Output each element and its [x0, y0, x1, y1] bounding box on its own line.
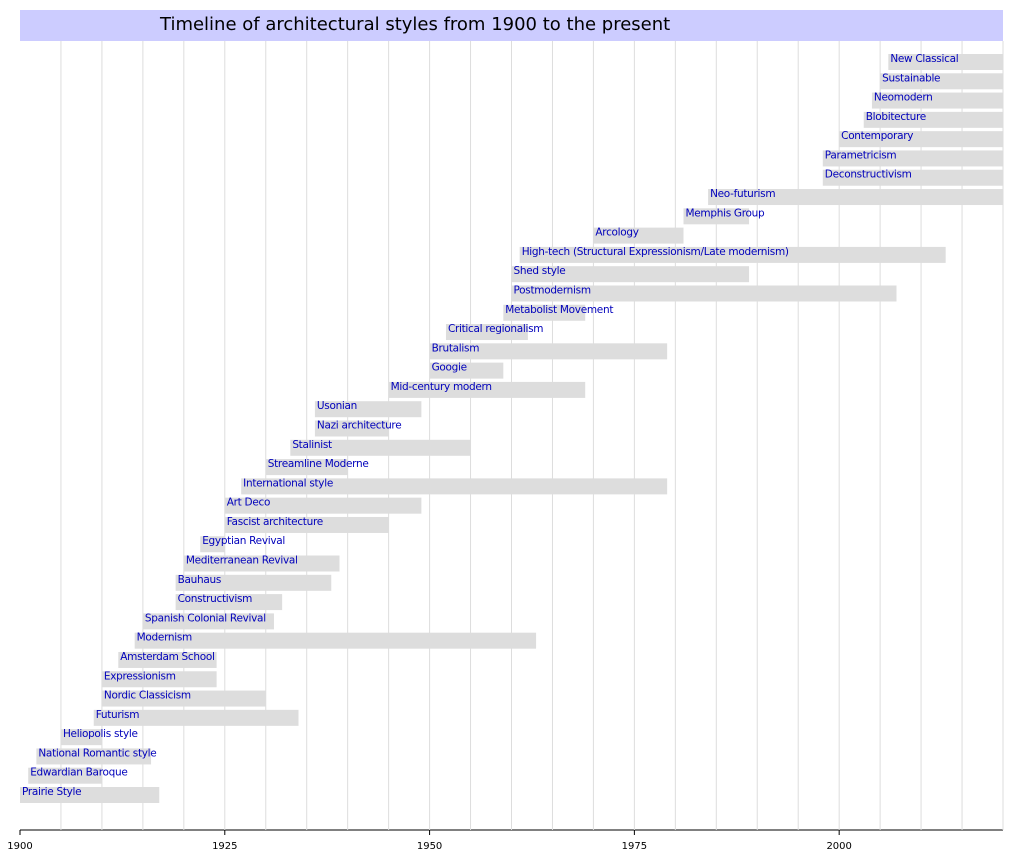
- bar: [134, 632, 537, 649]
- bar-label: High-tech (Structural Expressionism/Late…: [522, 246, 789, 258]
- bar: [863, 111, 1003, 128]
- bar-label: Art Deco: [227, 497, 270, 509]
- bar-label: Parametricism: [825, 149, 897, 161]
- bar-label: Shed style: [514, 265, 566, 277]
- bar-label: Googie: [432, 362, 467, 374]
- bar: [519, 246, 946, 263]
- bar-label: Arcology: [595, 227, 638, 239]
- bar-label: Brutalism: [432, 342, 480, 354]
- bar-label: Streamline Moderne: [268, 458, 369, 470]
- bar: [388, 381, 586, 398]
- bar: [175, 594, 283, 611]
- bar: [118, 651, 217, 668]
- bar: [60, 729, 102, 746]
- bar-label: Metabolist Movement: [505, 304, 613, 316]
- bar: [290, 439, 471, 456]
- bar: [142, 613, 274, 630]
- bar-label: Deconstructivism: [825, 169, 912, 181]
- bar: [683, 208, 750, 225]
- bar-label: New Classical: [890, 53, 958, 65]
- x-tick-label: 1900: [7, 841, 32, 850]
- bar: [871, 92, 1003, 109]
- bar: [175, 574, 332, 591]
- bar: [708, 189, 1003, 206]
- bar: [511, 285, 897, 302]
- bar-label: Fascist architecture: [227, 516, 323, 528]
- bar: [822, 169, 1003, 186]
- bar-label: Postmodernism: [514, 284, 591, 296]
- bar: [314, 420, 389, 437]
- x-tick-label: 1975: [622, 841, 647, 850]
- bar: [839, 131, 1003, 148]
- bar-label: Memphis Group: [686, 207, 765, 219]
- bar-label: International style: [243, 477, 333, 489]
- bar: [101, 690, 266, 707]
- bar: [224, 516, 389, 533]
- bar-label: Sustainable: [882, 72, 940, 84]
- bar-label: Usonian: [317, 400, 357, 412]
- bar: [265, 459, 348, 476]
- bar: [511, 266, 750, 283]
- bar-label: Bauhaus: [178, 574, 221, 586]
- bar-label: Mediterranean Revival: [186, 555, 298, 567]
- bar-label: National Romantic style: [38, 747, 156, 759]
- bar: [445, 324, 528, 341]
- bar: [888, 54, 1003, 70]
- bar: [429, 362, 504, 379]
- bar: [314, 401, 422, 418]
- bar-label: Amsterdam School: [120, 651, 214, 663]
- bar: [20, 787, 160, 803]
- bar-label: Expressionism: [104, 670, 176, 682]
- bar: [200, 536, 225, 553]
- x-tick-label: 1925: [212, 841, 237, 850]
- bar-label: Nazi architecture: [317, 420, 402, 432]
- bar: [183, 555, 340, 572]
- bar-label: Stalinist: [292, 439, 332, 451]
- bar: [36, 748, 152, 765]
- bar: [503, 304, 586, 321]
- bar: [429, 343, 668, 360]
- bar-label: Edwardian Baroque: [30, 767, 127, 779]
- bar: [822, 150, 1003, 167]
- bar-label: Contemporary: [841, 130, 913, 142]
- bar-label: Spanish Colonial Revival: [145, 612, 266, 624]
- bar-label: Modernism: [137, 632, 192, 644]
- bar: [28, 767, 102, 784]
- bar: [241, 478, 668, 495]
- bar-label: Blobitecture: [866, 111, 926, 123]
- bar-label: Critical regionalism: [448, 323, 543, 335]
- bar: [880, 73, 1003, 90]
- x-tick-label: 2000: [826, 841, 851, 850]
- bar: [593, 227, 684, 244]
- bar-label: Egyptian Revival: [202, 535, 285, 547]
- bar: [224, 497, 422, 514]
- title-bar: [20, 10, 1003, 41]
- bar-label: Neo-futurism: [710, 188, 775, 200]
- x-tick-label: 1950: [417, 841, 442, 850]
- bar-label: Constructivism: [178, 593, 252, 605]
- bar: [93, 709, 299, 726]
- bar: [101, 671, 217, 688]
- bar-label: Neomodern: [874, 92, 933, 104]
- bar-label: Nordic Classicism: [104, 690, 191, 702]
- bar-label: Mid-century modern: [391, 381, 492, 393]
- bar-label: Heliopolis style: [63, 728, 138, 740]
- chart-title: Timeline of architectural styles from 19…: [159, 14, 670, 35]
- bar-label: Prairie Style: [22, 786, 81, 798]
- bar-label: Futurism: [96, 709, 139, 721]
